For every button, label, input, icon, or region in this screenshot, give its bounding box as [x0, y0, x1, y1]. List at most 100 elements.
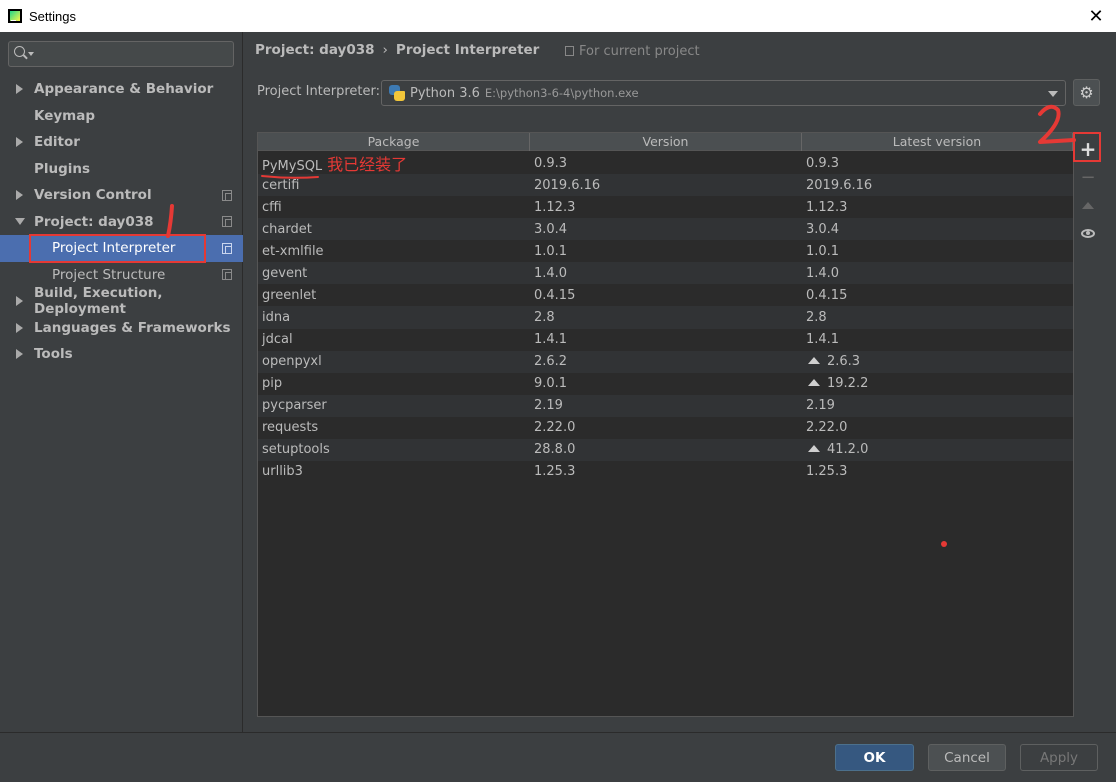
upgrade-available-icon: [808, 445, 820, 453]
project-settings-icon: [222, 242, 232, 254]
latest-version: 1.25.3: [806, 464, 848, 480]
settings-tree: Appearance & Behavior Keymap Editor Plugins…: [0, 76, 243, 368]
ok-button[interactable]: OK: [835, 744, 914, 771]
add-package-button[interactable]: +: [1079, 137, 1097, 161]
scope-text: For current project: [579, 44, 700, 59]
latest-version: 1.0.1: [806, 243, 840, 259]
sidebar-item-tools[interactable]: Tools: [0, 341, 243, 368]
table-row[interactable]: idna 2.8 2.8: [258, 306, 1073, 329]
breadcrumb-project[interactable]: Project: day038: [255, 42, 375, 58]
chevron-down-icon[interactable]: [28, 52, 34, 56]
package-name-cell: setuptools: [258, 442, 530, 457]
chevron-down-icon[interactable]: [15, 218, 25, 226]
sidebar-item-build-execution-deployment[interactable]: Build, Execution, Deployment: [0, 285, 243, 318]
package-latest-cell: 1.0.1: [802, 244, 1072, 259]
sidebar-item-project-structure[interactable]: Project Structure: [0, 262, 243, 289]
chevron-right-icon[interactable]: [16, 84, 23, 95]
package-name-cell: idna: [258, 310, 530, 325]
sidebar-item-label: Plugins: [34, 160, 91, 177]
table-row[interactable]: cffi 1.12.3 1.12.3: [258, 196, 1073, 218]
column-header-version[interactable]: Version: [530, 133, 802, 151]
upgrade-available-icon: [808, 379, 820, 387]
sidebar-item-editor[interactable]: Editor: [0, 129, 243, 156]
package-name-cell: openpyxl: [258, 354, 530, 369]
package-name-cell: et-xmlfile: [258, 244, 530, 259]
column-header-latest-version[interactable]: Latest version: [802, 133, 1073, 151]
window-title: Settings: [29, 8, 76, 24]
chevron-right-icon[interactable]: [16, 349, 23, 360]
chevron-down-icon[interactable]: [1048, 91, 1058, 97]
package-latest-cell: 1.4.1: [802, 332, 1072, 347]
table-row[interactable]: jdcal 1.4.1 1.4.1: [258, 329, 1073, 351]
column-header-package[interactable]: Package: [258, 133, 530, 151]
package-name: urllib3: [262, 464, 303, 480]
package-name: openpyxl: [262, 354, 322, 370]
sidebar-item-label: Project Interpreter: [52, 240, 176, 257]
table-row[interactable]: PyMySQL 我已经装了 0.9.3 0.9.3: [258, 152, 1073, 174]
table-row[interactable]: requests 2.22.0 2.22.0: [258, 417, 1073, 439]
interpreter-settings-button[interactable]: ⚙: [1073, 79, 1100, 106]
package-version-cell: 9.0.1: [534, 376, 568, 392]
table-row[interactable]: certifi 2019.6.16 2019.6.16: [258, 174, 1073, 197]
sidebar-item-appearance-behavior[interactable]: Appearance & Behavior: [0, 76, 243, 103]
package-latest-cell: 19.2.2: [802, 376, 1072, 391]
show-early-releases-button[interactable]: [1075, 220, 1101, 246]
latest-version: 41.2.0: [827, 442, 869, 458]
package-version-cell: 0.4.15: [534, 287, 576, 303]
table-body: PyMySQL 我已经装了 0.9.3 0.9.3 certifi 2019.6.16 20…: [258, 152, 1073, 483]
close-icon[interactable]: ✕: [1088, 5, 1104, 27]
table-row[interactable]: openpyxl 2.6.2 2.6.3: [258, 350, 1073, 373]
package-version-cell: 1.12.3: [534, 199, 576, 215]
search-input[interactable]: [37, 44, 227, 64]
remove-package-button[interactable]: −: [1080, 166, 1096, 188]
sidebar-item-plugins[interactable]: Plugins: [0, 156, 243, 183]
gear-icon: ⚙: [1079, 83, 1094, 102]
settings-search[interactable]: [8, 41, 234, 67]
chevron-right-icon[interactable]: [16, 296, 23, 307]
table-row[interactable]: urllib3 1.25.3 1.25.3: [258, 461, 1073, 483]
sidebar-item-keymap[interactable]: Keymap: [0, 103, 243, 130]
package-version-cell: 1.25.3: [534, 464, 576, 480]
package-version-cell: 3.0.4: [534, 221, 568, 237]
table-row[interactable]: pip 9.0.1 19.2.2: [258, 373, 1073, 395]
package-version-cell: 1.4.0: [534, 265, 568, 281]
package-latest-cell: 1.12.3: [802, 200, 1072, 215]
chevron-right-icon[interactable]: [16, 137, 23, 148]
sidebar-item-label: Build, Execution, Deployment: [34, 285, 163, 318]
package-version-cell: 0.9.3: [534, 155, 568, 171]
table-row[interactable]: pycparser 2.19 2.19: [258, 394, 1073, 417]
project-settings-icon: [222, 269, 232, 281]
upgrade-package-button[interactable]: [1075, 192, 1101, 218]
upgrade-available-icon: [808, 357, 820, 365]
table-row[interactable]: et-xmlfile 1.0.1 1.0.1: [258, 240, 1073, 262]
sidebar-item-label: Keymap: [34, 107, 96, 124]
latest-version: 1.4.1: [806, 332, 840, 348]
interpreter-select[interactable]: Python 3.6 E:\python3-6-4\python.exe: [381, 80, 1066, 106]
package-latest-cell: 41.2.0: [802, 442, 1072, 457]
latest-version: 1.4.0: [806, 265, 840, 281]
cancel-button[interactable]: Cancel: [928, 744, 1006, 771]
sidebar-item-project-day038[interactable]: Project: day038: [0, 209, 243, 236]
package-toolbar: + −: [1075, 132, 1101, 717]
sidebar-item-project-interpreter[interactable]: Project Interpreter: [0, 235, 243, 262]
package-name: jdcal: [262, 332, 293, 348]
table-row[interactable]: greenlet 0.4.15 0.4.15: [258, 284, 1073, 306]
table-row[interactable]: gevent 1.4.0 1.4.0: [258, 262, 1073, 285]
breadcrumb: Project: day038 › Project Interpreter: [255, 42, 539, 58]
table-header: Package Version Latest version: [258, 133, 1073, 151]
chevron-right-icon[interactable]: [16, 322, 23, 333]
project-settings-icon: [222, 216, 232, 228]
package-name: pycparser: [262, 398, 327, 414]
package-name: requests: [262, 420, 319, 436]
table-row[interactable]: chardet 3.0.4 3.0.4: [258, 218, 1073, 241]
package-latest-cell: 2.8: [802, 310, 1072, 325]
sidebar-item-version-control[interactable]: Version Control: [0, 182, 243, 209]
annotation-note: 我已经装了: [327, 155, 408, 175]
pycharm-logo-icon: [8, 9, 22, 23]
annotation-dot: [941, 541, 947, 547]
package-latest-cell: 1.4.0: [802, 266, 1072, 281]
apply-button[interactable]: Apply: [1020, 744, 1098, 771]
table-row[interactable]: setuptools 28.8.0 41.2.0: [258, 438, 1073, 461]
sidebar-item-languages-frameworks[interactable]: Languages & Frameworks: [0, 315, 243, 342]
chevron-right-icon[interactable]: [16, 190, 23, 201]
